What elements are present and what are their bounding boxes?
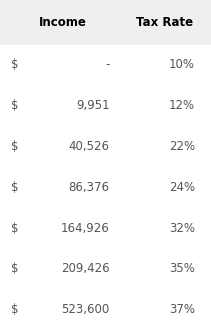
Text: $: $ [11,140,18,153]
Text: $: $ [11,303,18,316]
Text: 24%: 24% [169,181,195,194]
Text: 37%: 37% [169,303,195,316]
Bar [0,45,211,85]
Text: 86,376: 86,376 [69,181,110,194]
Text: $: $ [11,262,18,275]
Bar [0,126,211,167]
Bar [0,289,211,330]
Text: $: $ [11,58,18,71]
Text: 40,526: 40,526 [69,140,110,153]
Text: Income: Income [39,16,87,29]
Text: 9,951: 9,951 [76,99,110,112]
Text: 22%: 22% [169,140,195,153]
Text: 523,600: 523,600 [61,303,110,316]
Text: 10%: 10% [169,58,195,71]
Text: -: - [105,58,110,71]
Bar [0,167,211,208]
Text: 32%: 32% [169,221,195,235]
Text: Tax Rate: Tax Rate [136,16,193,29]
Bar [0,85,211,126]
Bar [0,208,211,248]
Text: $: $ [11,181,18,194]
Text: $: $ [11,99,18,112]
Bar [0,248,211,289]
Text: 35%: 35% [169,262,195,275]
Text: 164,926: 164,926 [61,221,110,235]
Text: 209,426: 209,426 [61,262,110,275]
Bar [0,0,211,45]
Text: $: $ [11,221,18,235]
Text: 12%: 12% [169,99,195,112]
